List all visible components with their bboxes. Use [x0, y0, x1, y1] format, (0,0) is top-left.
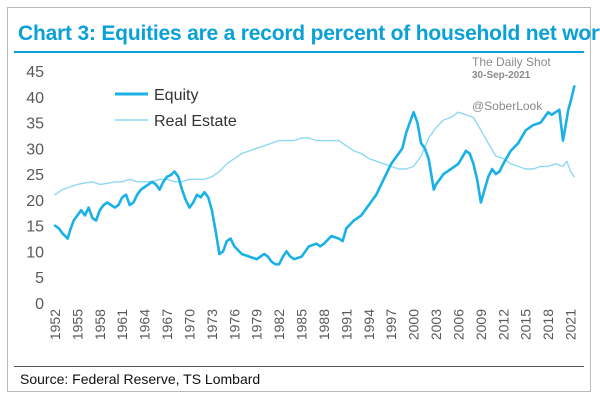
- source-note: Source: Federal Reserve, TS Lombard: [20, 371, 261, 387]
- watermark-handle: @SoberLook: [472, 99, 543, 113]
- legend: Equity Real Estate: [115, 87, 237, 130]
- x-axis: 1952 1955 1958 1961 1964 1967 1970 1973 1976 1979…: [47, 309, 579, 340]
- legend-real-estate-label: Real Estate: [154, 113, 237, 130]
- plot-area: [53, 85, 576, 266]
- x-tick-label: 1997: [383, 309, 399, 340]
- x-tick-label: 1994: [361, 309, 377, 340]
- x-tick-label: 2000: [406, 309, 422, 340]
- x-tick-label: 1964: [137, 309, 153, 340]
- title-underline: [14, 51, 584, 53]
- y-tick-label: 25: [26, 167, 44, 184]
- y-tick-label: 10: [26, 244, 44, 261]
- y-axis: 0 5 10 15 20 25 30 35 40 45: [26, 64, 44, 313]
- equity-line: [53, 85, 576, 266]
- x-tick-label: 1967: [159, 309, 175, 340]
- x-tick-label: 2015: [518, 309, 534, 340]
- x-tick-label: 1955: [69, 309, 85, 340]
- y-tick-label: 0: [35, 296, 44, 313]
- x-tick-label: 2006: [450, 309, 466, 340]
- y-tick-label: 35: [26, 116, 44, 133]
- x-tick-label: 1979: [249, 309, 265, 340]
- x-tick-label: 1961: [114, 309, 130, 340]
- y-tick-label: 15: [26, 219, 44, 236]
- x-tick-label: 1982: [271, 309, 287, 340]
- chart-frame: [7, 7, 591, 392]
- x-tick-label: 1970: [181, 309, 197, 340]
- x-tick-label: 1985: [294, 309, 310, 340]
- x-tick-label: 2003: [428, 309, 444, 340]
- watermark-date: 30-Sep-2021: [472, 70, 531, 81]
- y-tick-label: 5: [35, 270, 44, 287]
- y-tick-label: 20: [26, 193, 44, 210]
- x-tick-label: 2009: [473, 309, 489, 340]
- y-tick-label: 40: [26, 90, 44, 107]
- x-tick-label: 1952: [47, 309, 63, 340]
- x-tick-label: 1973: [204, 309, 220, 340]
- y-tick-label: 30: [26, 141, 44, 158]
- real-estate-line: [54, 111, 575, 196]
- y-tick-label: 45: [26, 64, 44, 81]
- x-tick-label: 2018: [540, 309, 556, 340]
- watermark-publisher: The Daily Shot: [472, 55, 551, 69]
- x-tick-label: 2021: [563, 309, 579, 340]
- x-tick-label: 1991: [338, 309, 354, 340]
- chart-title: Chart 3: Equities are a record percent o…: [18, 22, 600, 45]
- x-tick-label: 1958: [92, 309, 108, 340]
- source-divider: [14, 366, 584, 367]
- legend-equity-label: Equity: [154, 87, 198, 104]
- x-tick-label: 1988: [316, 309, 332, 340]
- x-tick-label: 1976: [226, 309, 242, 340]
- x-tick-label: 2012: [495, 309, 511, 340]
